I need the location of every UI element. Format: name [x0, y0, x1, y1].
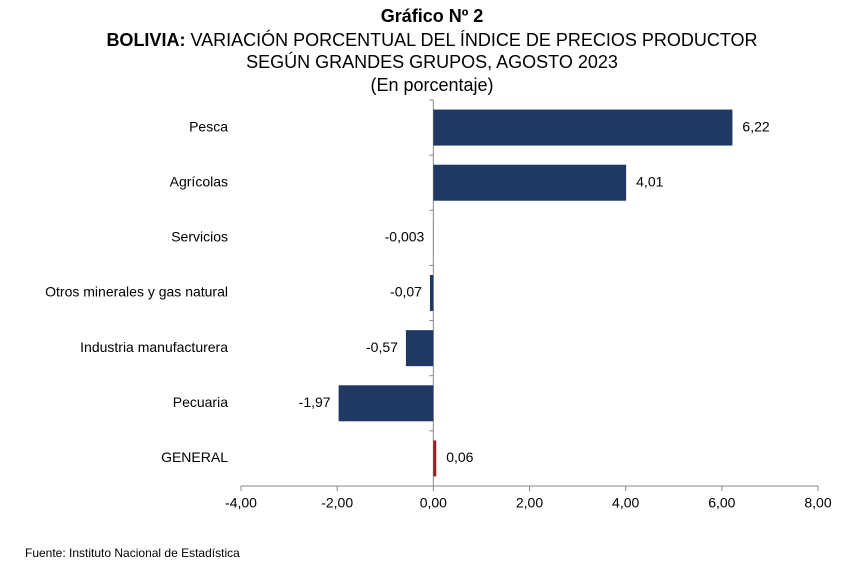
x-tick-label: -2,00: [321, 495, 353, 511]
bar: [405, 330, 434, 367]
chart-subtitle: BOLIVIA: VARIACIÓN PORCENTUAL DEL ÍNDICE…: [106, 29, 757, 50]
value-label: 0,06: [446, 449, 473, 465]
value-label: -0,003: [385, 229, 425, 245]
value-label: 4,01: [636, 173, 663, 189]
x-tick-label: 6,00: [708, 495, 735, 511]
chart-subtitle-2: SEGÚN GRANDES GRUPOS, AGOSTO 2023: [246, 51, 618, 72]
chart-title: Gráfico Nº 2: [381, 6, 484, 26]
bar: [429, 275, 434, 311]
value-label: -0,07: [390, 284, 422, 300]
y-tick-label: Pesca: [189, 118, 228, 134]
bar: [433, 109, 733, 146]
x-tick-label: -4,00: [225, 495, 257, 511]
bar: [433, 440, 437, 477]
y-tick-label: Servicios: [171, 229, 228, 245]
x-tick-label: 8,00: [804, 495, 831, 511]
chart-units: (En porcentaje): [370, 75, 493, 95]
value-label: -0,57: [366, 339, 398, 355]
y-tick-label: Agrícolas: [170, 173, 228, 189]
x-tick-label: 0,00: [420, 495, 447, 511]
subtitle-bold: BOLIVIA:: [106, 30, 185, 50]
y-tick-label: Otros minerales y gas natural: [45, 284, 228, 300]
x-tick-label: 2,00: [516, 495, 543, 511]
x-tick-label: 4,00: [612, 495, 639, 511]
bar: [433, 164, 627, 201]
bar: [338, 385, 434, 422]
y-tick-label: Industria manufacturera: [80, 339, 228, 355]
value-label: 6,22: [742, 118, 769, 134]
source-note: Fuente: Instituto Nacional de Estadístic…: [25, 546, 240, 560]
value-label: -1,97: [299, 394, 331, 410]
subtitle-text: VARIACIÓN PORCENTUAL DEL ÍNDICE DE PRECI…: [190, 29, 757, 50]
y-tick-label: GENERAL: [161, 449, 228, 465]
y-tick-label: Pecuaria: [173, 394, 228, 410]
